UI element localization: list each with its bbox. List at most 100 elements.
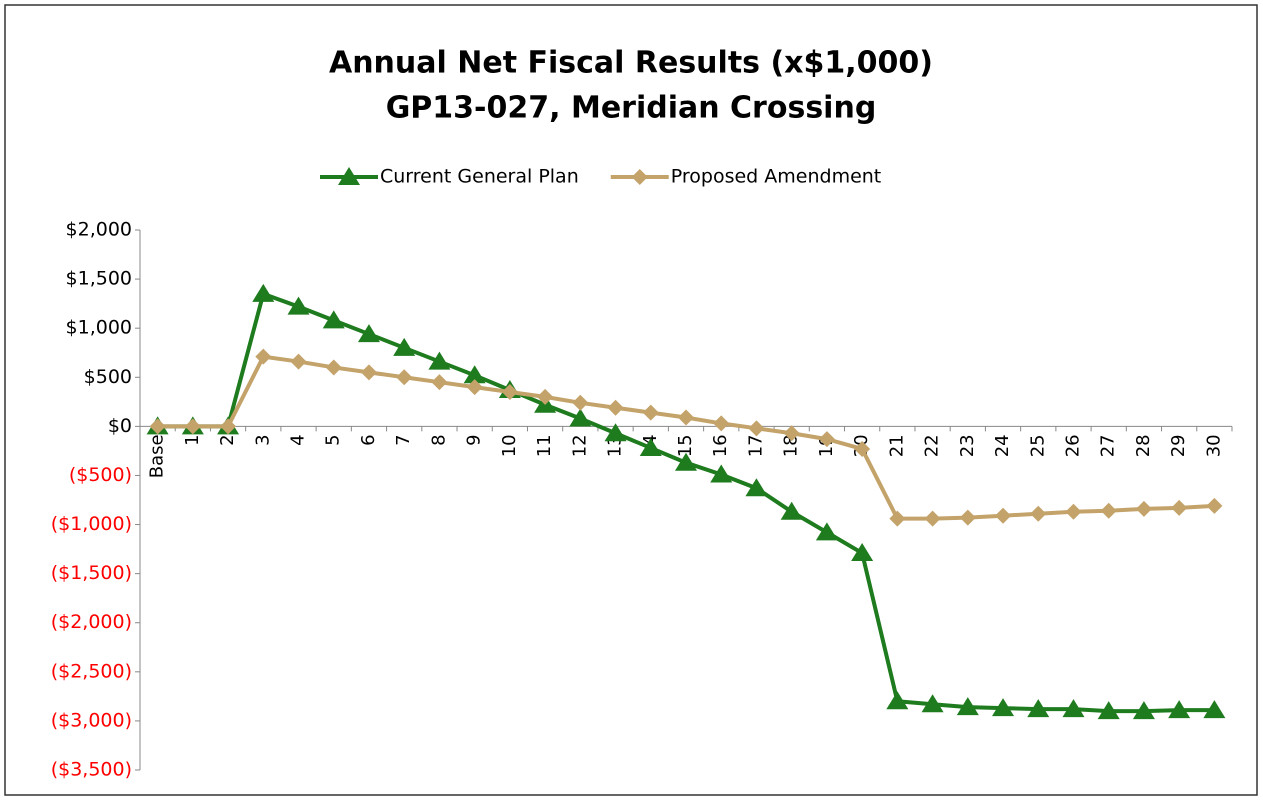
- data-point: [466, 379, 483, 396]
- data-point: [501, 384, 518, 400]
- y-tick-label: ($3,000): [51, 709, 132, 731]
- data-point: [678, 409, 694, 426]
- y-tick-label: ($1,500): [51, 562, 132, 584]
- x-tick-label: 29: [1168, 434, 1189, 457]
- data-point: [1027, 699, 1050, 718]
- y-tick-label: $2,000: [66, 219, 132, 241]
- data-point: [184, 418, 201, 435]
- y-tick-label: $1,500: [66, 268, 132, 290]
- x-tick-label: 8: [428, 434, 449, 445]
- data-point: [1171, 499, 1188, 516]
- data-point: [1062, 699, 1085, 718]
- data-point: [745, 478, 768, 497]
- x-tick-label: 4: [288, 434, 309, 445]
- legend-label: Proposed Amendment: [671, 166, 882, 188]
- data-point: [675, 452, 697, 471]
- data-point: [572, 394, 589, 411]
- data-point: [710, 464, 733, 483]
- x-tick-label: 17: [745, 434, 766, 457]
- x-tick-label: 26: [1062, 434, 1083, 457]
- data-point: [396, 369, 413, 386]
- data-point: [886, 691, 909, 710]
- data-point: [889, 510, 906, 527]
- data-point: [322, 310, 345, 329]
- data-point: [959, 509, 976, 526]
- legend-label: Current General Plan: [380, 166, 579, 188]
- data-point: [290, 353, 307, 370]
- chart-title: Annual Net Fiscal Results (x$1,000): [329, 46, 933, 81]
- data-point: [851, 543, 874, 562]
- data-point: [921, 694, 944, 713]
- data-point: [1100, 502, 1117, 519]
- data-point: [1132, 701, 1155, 720]
- data-point: [780, 501, 803, 520]
- data-point: [1097, 701, 1120, 720]
- data-point: [713, 415, 730, 432]
- x-tick-label: 10: [499, 434, 520, 457]
- data-point: [854, 440, 871, 457]
- x-tick-label: 30: [1203, 434, 1224, 457]
- data-point: [1030, 505, 1047, 522]
- chart-subtitle: GP13-027, Meridian Crossing: [386, 91, 877, 126]
- x-tick-label: 18: [781, 434, 802, 457]
- data-point: [360, 364, 377, 381]
- x-tick-label: 5: [323, 434, 344, 445]
- data-point: [748, 420, 765, 437]
- data-point: [431, 374, 448, 391]
- data-point: [604, 423, 627, 442]
- data-point: [783, 425, 800, 442]
- data-point: [149, 418, 166, 435]
- x-tick-label: 28: [1133, 434, 1154, 457]
- y-tick-label: ($2,500): [51, 660, 132, 682]
- data-point: [428, 351, 451, 370]
- legend-marker: [338, 167, 360, 185]
- legend-marker: [631, 169, 648, 185]
- data-point: [1203, 700, 1226, 719]
- data-point: [815, 522, 838, 541]
- data-point: [220, 418, 237, 435]
- data-point: [569, 408, 592, 427]
- x-tick-label: 1: [182, 434, 203, 445]
- chart-frame: [4, 4, 1258, 796]
- x-tick-label: 11: [534, 434, 555, 457]
- data-point: [1168, 700, 1191, 719]
- y-tick-label: ($1,000): [51, 513, 132, 535]
- data-point: [995, 507, 1012, 524]
- y-tick-label: $1,000: [66, 317, 132, 339]
- y-tick-label: $0: [108, 415, 132, 437]
- x-tick-label: 22: [922, 434, 943, 457]
- y-tick-label: ($2,000): [51, 611, 132, 633]
- x-tick-label: 21: [886, 434, 907, 457]
- y-tick-label: ($3,500): [51, 759, 132, 781]
- x-tick-label: 23: [957, 434, 978, 457]
- data-point: [1206, 497, 1223, 514]
- data-point: [393, 337, 416, 356]
- y-tick-label: $500: [84, 366, 132, 388]
- x-tick-label: 15: [675, 434, 696, 457]
- x-tick-label: 3: [252, 434, 273, 445]
- data-point: [463, 365, 486, 384]
- data-point: [325, 359, 342, 376]
- data-point: [818, 431, 835, 448]
- x-tick-label: 27: [1098, 434, 1119, 457]
- x-tick-label: 6: [358, 434, 379, 445]
- x-tick-label: 9: [464, 434, 485, 445]
- data-point: [924, 510, 941, 527]
- y-tick-label: ($500): [69, 464, 132, 486]
- data-point: [252, 283, 275, 302]
- x-tick-label: 24: [992, 434, 1013, 457]
- x-tick-label: Base: [147, 434, 168, 478]
- x-tick-label: 7: [393, 434, 414, 445]
- data-point: [607, 399, 624, 416]
- data-point: [287, 296, 310, 315]
- data-point: [639, 437, 662, 456]
- x-tick-label: 16: [710, 434, 731, 457]
- data-point: [1065, 503, 1082, 520]
- data-point: [537, 388, 554, 405]
- data-point: [642, 404, 659, 421]
- data-point: [1135, 500, 1152, 517]
- x-tick-label: 12: [569, 434, 590, 457]
- data-point: [255, 348, 272, 365]
- x-tick-label: 25: [1027, 434, 1048, 457]
